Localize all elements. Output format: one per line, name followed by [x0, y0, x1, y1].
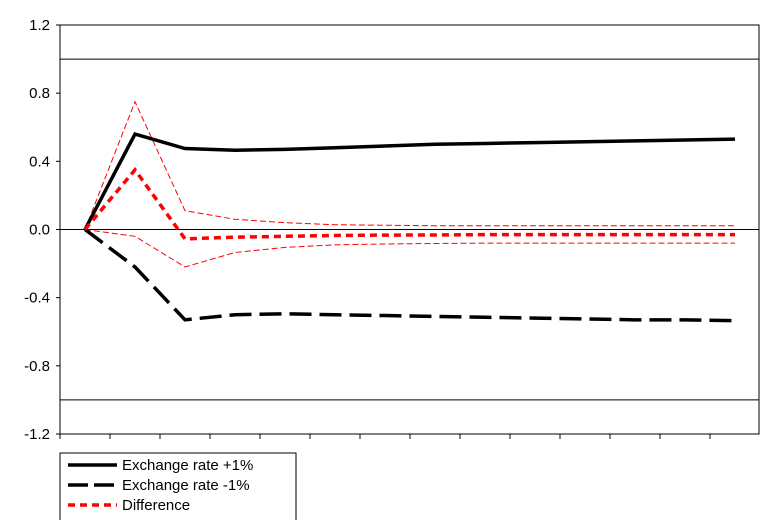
series-lines: [83, 100, 736, 323]
y-tick-label: -1.2: [24, 426, 50, 443]
y-tick-label: -0.4: [24, 290, 50, 307]
y-tick-label: 0.8: [29, 85, 50, 102]
y-tick-label: -0.8: [24, 358, 50, 375]
axes: -1.2 -0.8 -0.4 0.0 0.4 0.8 1.2: [24, 17, 760, 443]
reference-lines: [60, 58, 759, 401]
legend: Exchange rate +1% Exchange rate -1% Differ…: [59, 452, 297, 520]
y-tick-label: 0.0: [29, 222, 50, 239]
series-line: [83, 131, 736, 231]
legend-label: Exchange rate +1%: [122, 457, 253, 474]
legend-label: Difference: [122, 497, 190, 514]
series-line: [83, 228, 736, 323]
band-line: [84, 229, 735, 268]
legend-label: Exchange rate -1%: [122, 477, 250, 494]
band-line: [84, 100, 735, 230]
series-line: [83, 167, 735, 241]
y-tick-label: 0.4: [29, 153, 50, 170]
y-tick-label: 1.2: [29, 17, 50, 34]
